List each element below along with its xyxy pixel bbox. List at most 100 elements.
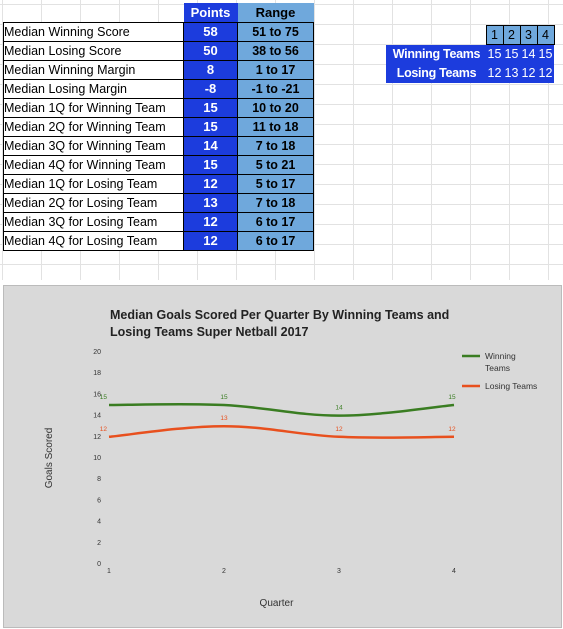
stat-range[interactable]: -1 to -21 [237, 78, 314, 99]
stat-label[interactable]: Median Winning Score [3, 21, 184, 42]
legend-label: Winning [485, 351, 516, 361]
stat-points[interactable]: 8 [183, 59, 238, 80]
y-axis-label: Goals Scored [44, 428, 55, 489]
chart-title-line: Losing Teams Super Netball 2017 [110, 325, 308, 339]
data-label: 15 [220, 394, 228, 401]
stats-row: Median Winning Margin 8 1 to 17 [3, 59, 314, 80]
stats-row: Median 3Q for Winning Team 14 7 to 18 [3, 135, 314, 156]
quarter-header-cell[interactable]: 4 [536, 25, 555, 45]
stat-points[interactable]: 12 [183, 173, 238, 194]
stat-range[interactable]: 51 to 75 [237, 21, 314, 42]
quarter-cell[interactable]: 12 [520, 63, 537, 83]
chart-container[interactable]: Median Goals Scored Per Quarter By Winni… [3, 285, 562, 628]
quarter-header-cell[interactable]: 3 [519, 25, 538, 45]
stat-label[interactable]: Median 3Q for Losing Team [3, 211, 184, 232]
stat-label[interactable]: Median Winning Margin [3, 59, 184, 80]
quarter-row-label[interactable]: Losing Teams [386, 63, 486, 83]
y-tick-label: 20 [93, 349, 101, 356]
stats-row: Median Losing Score 50 38 to 56 [3, 40, 314, 61]
stat-label[interactable]: Median 4Q for Losing Team [3, 230, 184, 251]
stat-label[interactable]: Median 2Q for Winning Team [3, 116, 184, 137]
stat-label[interactable]: Median 1Q for Winning Team [3, 97, 184, 118]
stats-row: Median 3Q for Losing Team 12 6 to 17 [3, 211, 314, 232]
quarter-cell[interactable]: 15 [537, 44, 554, 64]
quarter-header-row: 1 2 3 4 [386, 25, 555, 45]
stats-row: Median 1Q for Winning Team 15 10 to 20 [3, 97, 314, 118]
stats-row: Median 2Q for Losing Team 13 7 to 18 [3, 192, 314, 213]
stats-row: Median 4Q for Losing Team 12 6 to 17 [3, 230, 314, 251]
quarter-cell[interactable]: 12 [537, 63, 554, 83]
data-label: 13 [220, 415, 228, 422]
y-tick-label: 8 [97, 476, 101, 483]
data-label: 12 [448, 426, 456, 433]
y-tick-label: 18 [93, 370, 101, 377]
quarter-cell[interactable]: 13 [503, 63, 520, 83]
stat-range[interactable]: 5 to 21 [237, 154, 314, 175]
y-tick-label: 12 [93, 434, 101, 441]
stat-label[interactable]: Median 4Q for Winning Team [3, 154, 184, 175]
stat-label[interactable]: Median Losing Margin [3, 78, 184, 99]
stat-points[interactable]: 15 [183, 97, 238, 118]
stat-points[interactable]: 12 [183, 230, 238, 251]
stat-range[interactable]: 38 to 56 [237, 40, 314, 61]
quarter-header-blank [386, 26, 486, 45]
stat-points[interactable]: 58 [183, 21, 238, 42]
legend-label: Losing Teams [485, 381, 537, 391]
stat-points[interactable]: 15 [183, 116, 238, 137]
header-points[interactable]: Points [183, 3, 238, 22]
stats-header-blank [4, 3, 184, 22]
stat-range[interactable]: 7 to 18 [237, 192, 314, 213]
quarter-cell[interactable]: 15 [503, 44, 520, 64]
stat-range[interactable]: 10 to 20 [237, 97, 314, 118]
stat-label[interactable]: Median 3Q for Winning Team [3, 135, 184, 156]
quarter-cell[interactable]: 15 [486, 44, 503, 64]
quarter-header-cell[interactable]: 1 [485, 25, 504, 45]
y-tick-label: 4 [97, 519, 101, 526]
stats-row: Median Winning Score 58 51 to 75 [3, 21, 314, 42]
line-chart: Median Goals Scored Per Quarter By Winni… [44, 308, 537, 609]
quarter-cell[interactable]: 14 [520, 44, 537, 64]
stat-points[interactable]: -8 [183, 78, 238, 99]
data-label: 15 [448, 394, 456, 401]
stat-range[interactable]: 7 to 18 [237, 135, 314, 156]
quarter-row-label[interactable]: Winning Teams [386, 44, 486, 64]
stat-points[interactable]: 50 [183, 40, 238, 61]
data-label: 12 [100, 426, 108, 433]
stats-header-row: Points Range [4, 3, 314, 22]
y-tick-label: 2 [97, 540, 101, 547]
stat-range[interactable]: 5 to 17 [237, 173, 314, 194]
quarter-row-winning: Winning Teams 15 15 14 15 [386, 44, 554, 64]
stat-label[interactable]: Median 2Q for Losing Team [3, 192, 184, 213]
quarter-cell[interactable]: 12 [486, 63, 503, 83]
x-tick-label: 2 [222, 568, 226, 575]
stats-table: Points Range Median Winning Score 58 51 to… [3, 3, 314, 251]
stat-range[interactable]: 11 to 18 [237, 116, 314, 137]
stats-row: Median 2Q for Winning Team 15 11 to 18 [3, 116, 314, 137]
data-label: 14 [335, 405, 343, 412]
stat-range[interactable]: 1 to 17 [237, 59, 314, 80]
stat-label[interactable]: Median 1Q for Losing Team [3, 173, 184, 194]
y-tick-label: 16 [93, 391, 101, 398]
x-tick-label: 1 [107, 568, 111, 575]
x-tick-label: 4 [452, 568, 456, 575]
stat-label[interactable]: Median Losing Score [3, 40, 184, 61]
x-axis-label: Quarter [260, 598, 295, 609]
y-tick-label: 14 [93, 413, 101, 420]
quarter-header-cell[interactable]: 2 [502, 25, 521, 45]
stat-points[interactable]: 12 [183, 211, 238, 232]
stat-range[interactable]: 6 to 17 [237, 230, 314, 251]
stats-row: Median 1Q for Losing Team 12 5 to 17 [3, 173, 314, 194]
stat-points[interactable]: 14 [183, 135, 238, 156]
chart-title-line: Median Goals Scored Per Quarter By Winni… [110, 308, 449, 322]
stat-range[interactable]: 6 to 17 [237, 211, 314, 232]
stat-points[interactable]: 15 [183, 154, 238, 175]
quarter-row-losing: Losing Teams 12 13 12 12 [386, 63, 554, 83]
stats-row: Median Losing Margin -8 -1 to -21 [3, 78, 314, 99]
header-range[interactable]: Range [237, 3, 314, 22]
quarter-table: 1 2 3 4 Winning Teams 15 15 14 15 Losing… [386, 25, 555, 83]
data-label: 12 [335, 426, 343, 433]
x-tick-label: 3 [337, 568, 341, 575]
stat-points[interactable]: 13 [183, 192, 238, 213]
y-tick-label: 10 [93, 455, 101, 462]
legend-label: Teams [485, 363, 510, 373]
